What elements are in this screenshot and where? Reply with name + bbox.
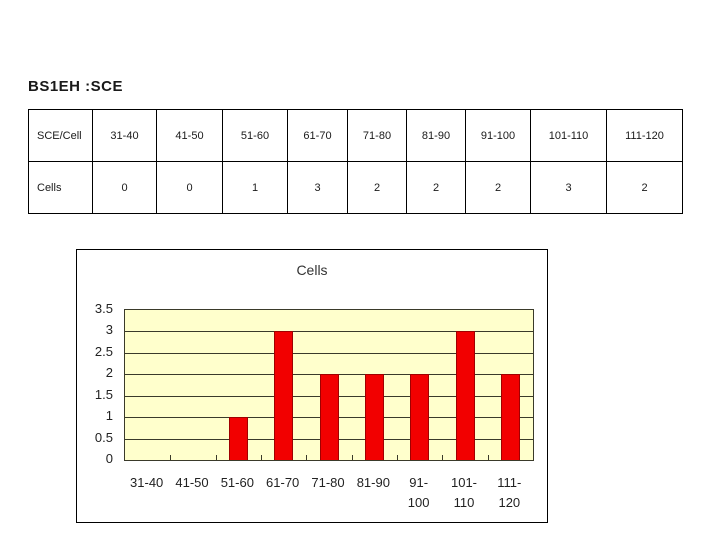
x-axis-label: 101- 110	[451, 473, 477, 513]
x-axis-tick	[351, 455, 353, 460]
cells-chart: Cells 0 0.5 1 1.5 2 2.5 3 3.5 31-40 41-50 51-60 61-…	[76, 249, 548, 523]
value-cell: 41-50	[156, 109, 223, 162]
value-cell: 51-60	[222, 109, 288, 162]
y-axis-label: 2	[105, 365, 113, 381]
row-label-cell: Cells	[28, 161, 93, 214]
y-axis-label: 1.5	[94, 386, 113, 402]
value-cell: 2	[606, 161, 683, 214]
value-cell: 2	[465, 161, 531, 214]
value-cell: 0	[92, 161, 157, 214]
y-axis-label: 0.5	[94, 429, 113, 445]
value-cell: 0	[156, 161, 223, 214]
value-cell: 1	[222, 161, 288, 214]
x-axis-tick	[487, 455, 489, 460]
x-axis-label-line: 71-80	[311, 475, 345, 490]
bar-51-60	[228, 417, 248, 460]
plot-area	[124, 309, 534, 461]
y-axis-label: 1	[105, 408, 113, 424]
x-axis-tick	[215, 455, 217, 460]
page-title: BS1EH :SCE	[28, 78, 124, 95]
value-cell: 3	[287, 161, 348, 214]
sce-table: SCE/Cell 31-40 41-50 51-60 61-70 71-80 81-90 91…	[28, 109, 683, 214]
bar-61-70	[274, 331, 294, 460]
chart-title: Cells	[296, 262, 328, 278]
x-axis-label-line: 41-50	[175, 475, 209, 490]
x-axis-label-line: 110	[453, 495, 475, 510]
value-cell: 91-100	[465, 109, 531, 162]
value-cell: 2	[406, 161, 466, 214]
gridline	[125, 352, 533, 354]
table-header-row: SCE/Cell 31-40 41-50 51-60 61-70 71-80 81-90 91…	[28, 109, 683, 162]
x-axis-label: 41-50	[175, 473, 208, 493]
x-axis-label: 111- 120	[497, 473, 521, 513]
x-axis-label: 81-90	[357, 473, 390, 493]
x-axis-label-line: 31-40	[130, 475, 164, 490]
x-axis-label-line: 51-60	[220, 475, 254, 490]
x-axis-label-line: 120	[498, 495, 521, 510]
x-axis-label-line: 91-	[409, 475, 429, 490]
x-axis-tick	[306, 455, 308, 460]
value-cell: 101-110	[530, 109, 607, 162]
bar-91-100	[410, 374, 430, 460]
value-cell: 81-90	[406, 109, 466, 162]
x-axis-label: 61-70	[266, 473, 299, 493]
value-cell: 71-80	[347, 109, 407, 162]
value-cell: 2	[347, 161, 407, 214]
x-axis-tick	[261, 455, 262, 460]
x-axis-label-line: 101-	[450, 475, 478, 490]
x-axis-tick	[397, 455, 398, 460]
y-axis-label: 3.5	[94, 301, 113, 316]
y-axis-label: 3	[105, 322, 113, 338]
x-axis-label: 51-60	[221, 473, 254, 493]
bar-81-90	[364, 374, 384, 460]
bar-71-80	[319, 374, 339, 460]
x-axis-label-line: 100	[407, 495, 430, 510]
x-axis-tick	[442, 455, 444, 460]
x-axis-label-line: 61-70	[266, 475, 300, 490]
x-axis-label: 31-40	[130, 473, 163, 493]
bar-111-120	[500, 374, 520, 460]
row-label-cell: SCE/Cell	[28, 109, 93, 162]
x-axis-label: 91- 100	[408, 473, 430, 513]
value-cell: 61-70	[287, 109, 348, 162]
bar-101-110	[455, 331, 475, 460]
value-cell: 31-40	[92, 109, 157, 162]
x-axis-label: 71-80	[311, 473, 344, 493]
y-axis-label: 2.5	[94, 343, 113, 359]
x-axis-label-line: 111-	[497, 475, 522, 490]
x-axis-tick	[170, 455, 172, 460]
value-cell: 3	[530, 161, 607, 214]
gridline	[125, 331, 533, 333]
y-axis-label: 0	[105, 451, 113, 466]
table-data-row: Cells 0 0 1 3 2 2 2 3 2	[28, 161, 683, 214]
x-axis-label-line: 81-90	[356, 475, 390, 490]
value-cell: 111-120	[606, 109, 683, 162]
